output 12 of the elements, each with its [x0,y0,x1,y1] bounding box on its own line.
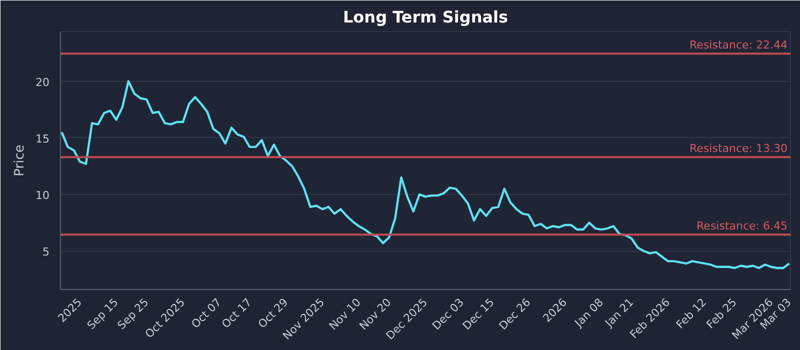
y-tick-label: 20 [36,76,50,89]
chart-title: Long Term Signals [342,8,508,26]
ref-line-label: Resistance: 6.45 [696,220,788,233]
x-tick-label: Jan 08 [572,296,606,330]
y-tick-label: 5 [42,246,50,259]
ref-line-label: Resistance: 22.44 [690,38,788,52]
line-series [60,80,790,270]
y-tick-label: 10 [36,188,50,202]
y-tick-label: 15 [36,132,50,146]
x-tick-label: Dec 26 [496,296,534,333]
y-axis-title: Price [12,144,28,176]
ref-line-label: Resistance: 13.30 [690,142,788,156]
